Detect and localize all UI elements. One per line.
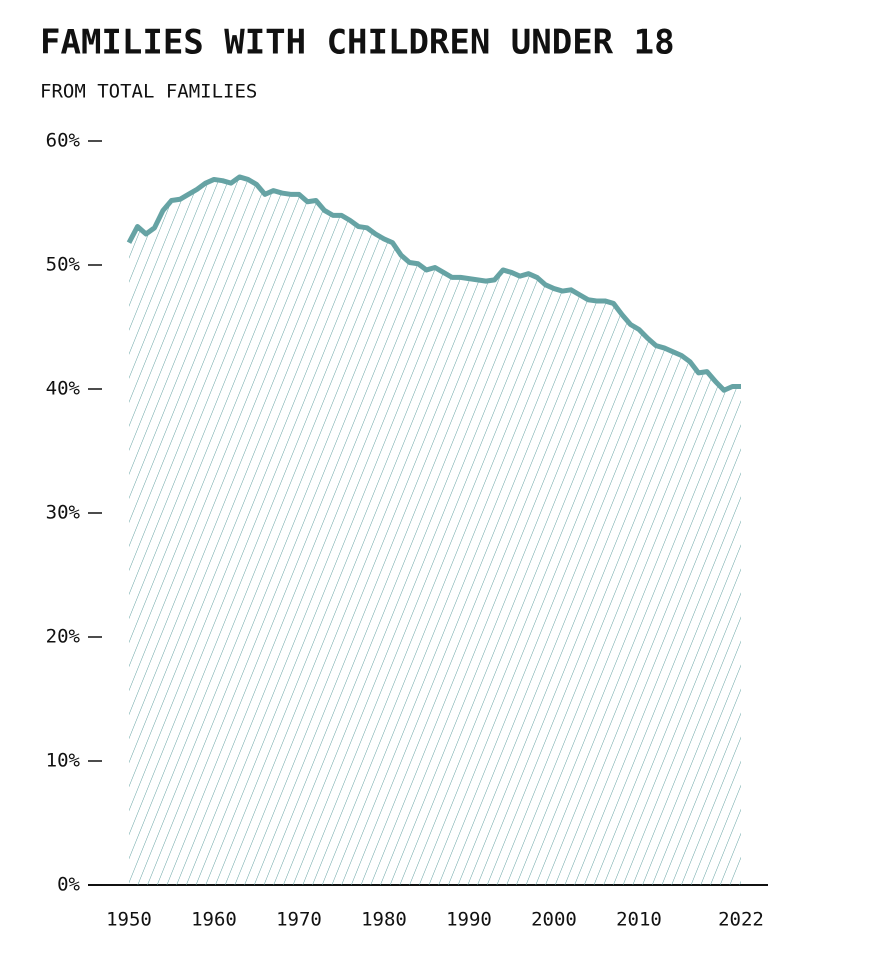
y-tick-label: 30%	[46, 502, 81, 524]
y-tick-label: 60%	[46, 130, 81, 152]
x-tick-label: 2010	[616, 909, 662, 931]
y-tick-label: 50%	[46, 254, 81, 276]
x-tick-label: 2022	[718, 909, 764, 931]
x-tick-label: 1970	[276, 909, 322, 931]
area	[129, 176, 741, 885]
y-tick-label: 0%	[57, 874, 80, 896]
y-tick-label: 10%	[46, 750, 81, 772]
y-tick-label: 40%	[46, 378, 81, 400]
y-tick-label: 20%	[46, 626, 81, 648]
x-tick-label: 1960	[191, 909, 237, 931]
x-tick-label: 2000	[531, 909, 577, 931]
x-tick-label: 1980	[361, 909, 407, 931]
chart-subtitle: FROM TOTAL FAMILIES	[40, 81, 257, 103]
x-tick-label: 1950	[106, 909, 152, 931]
x-tick-label: 1990	[446, 909, 492, 931]
chart-title: FAMILIES WITH CHILDREN UNDER 18	[40, 23, 675, 63]
line	[126, 174, 741, 393]
